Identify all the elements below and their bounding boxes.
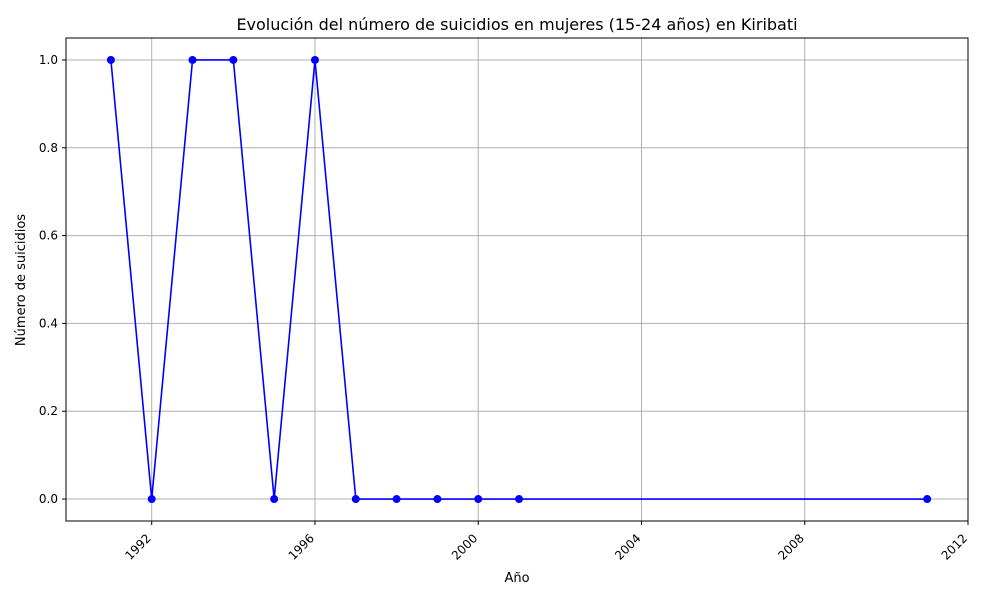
- data-point: [229, 55, 238, 64]
- data-point: [147, 495, 156, 504]
- y-tick-label: 0.6: [39, 229, 58, 243]
- series-layer: [106, 55, 932, 504]
- y-tick-label: 0.0: [39, 492, 58, 506]
- series-line: [110, 59, 928, 500]
- data-point: [923, 495, 932, 504]
- data-point: [188, 55, 197, 64]
- y-tick-label: 0.8: [39, 141, 58, 155]
- data-point: [474, 495, 483, 504]
- chart-title: Evolución del número de suicidios en muj…: [236, 15, 797, 34]
- data-point: [106, 55, 115, 64]
- data-point: [270, 495, 279, 504]
- data-point: [392, 495, 401, 504]
- y-tick-label: 0.4: [39, 316, 58, 330]
- plot-frame: [65, 37, 969, 522]
- data-point: [310, 55, 319, 64]
- y-axis-label: Número de suicidios: [14, 214, 29, 346]
- data-point: [433, 495, 442, 504]
- y-tick-label: 1.0: [39, 53, 58, 67]
- x-axis-label: Año: [504, 571, 529, 586]
- y-tick-label: 0.2: [39, 404, 58, 418]
- data-point: [351, 495, 360, 504]
- data-point: [515, 495, 524, 504]
